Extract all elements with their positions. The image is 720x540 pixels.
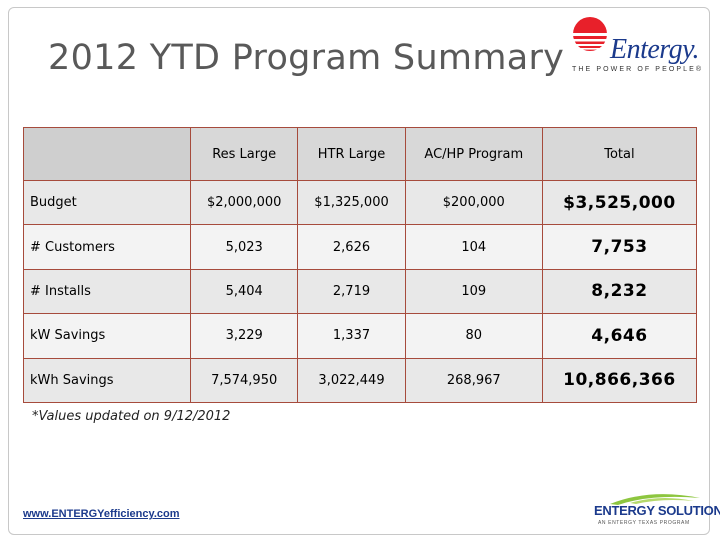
entergy-logo-name: Entergy. xyxy=(610,34,700,65)
cell-res-large: 5,404 xyxy=(189,268,299,315)
entergy-solutions-name: ENTERGY SOLUTIONS xyxy=(594,503,720,518)
cell-htr-large: 2,719 xyxy=(297,268,406,315)
cell-total: 10,866,366 xyxy=(541,357,698,404)
cell-ac-hp-program: 109 xyxy=(404,268,543,315)
entergy-solutions-tagline: AN ENTERGY TEXAS PROGRAM xyxy=(598,520,690,526)
cell-ac-hp-program: 104 xyxy=(404,224,543,270)
row-label: Budget xyxy=(23,179,191,226)
cell-ac-hp-program: 268,967 xyxy=(404,357,543,404)
cell-htr-large: $1,325,000 xyxy=(297,179,406,226)
row-label: # Installs xyxy=(23,268,191,315)
slide-title: 2012 YTD Program Summary xyxy=(48,38,565,78)
table-row: kWh Savings 7,574,950 3,022,449 268,967 … xyxy=(23,357,698,404)
table-row: kW Savings 3,229 1,337 80 4,646 xyxy=(23,313,698,359)
entergy-logo: Entergy. THE POWER OF PEOPLE® xyxy=(568,14,701,78)
row-label: # Customers xyxy=(23,224,191,270)
table-header-total: Total xyxy=(541,127,698,181)
table-header-htr-large: HTR Large xyxy=(297,127,406,181)
efficiency-website-link[interactable]: www.ENTERGYefficiency.com xyxy=(23,508,180,520)
row-label: kWh Savings xyxy=(23,357,191,404)
entergy-solutions-logo: ENTERGY SOLUTIONS AN ENTERGY TEXAS PROGR… xyxy=(590,492,720,530)
cell-total: $3,525,000 xyxy=(541,179,698,226)
cell-total: 7,753 xyxy=(541,224,698,270)
table-row: # Customers 5,023 2,626 104 7,753 xyxy=(23,224,698,270)
table-header-ac-hp-program: AC/HP Program xyxy=(404,127,543,181)
program-summary-table: Res Large HTR Large AC/HP Program Total … xyxy=(23,127,698,404)
cell-ac-hp-program: 80 xyxy=(404,313,543,359)
table-row: Budget $2,000,000 $1,325,000 $200,000 $3… xyxy=(23,179,698,226)
cell-htr-large: 3,022,449 xyxy=(297,357,406,404)
cell-htr-large: 2,626 xyxy=(297,224,406,270)
green-swoosh-icon xyxy=(610,494,700,505)
cell-res-large: 5,023 xyxy=(189,224,299,270)
cell-res-large: 7,574,950 xyxy=(189,357,299,404)
cell-ac-hp-program: $200,000 xyxy=(404,179,543,226)
cell-total: 4,646 xyxy=(541,313,698,359)
table-row: # Installs 5,404 2,719 109 8,232 xyxy=(23,268,698,315)
cell-total: 8,232 xyxy=(541,268,698,315)
entergy-logo-tagline: THE POWER OF PEOPLE® xyxy=(572,66,704,73)
cell-htr-large: 1,337 xyxy=(297,313,406,359)
update-note: *Values updated on 9/12/2012 xyxy=(32,409,231,424)
table-header-res-large: Res Large xyxy=(189,127,299,181)
table-header-corner xyxy=(23,127,191,181)
entergy-sun-icon xyxy=(570,17,610,58)
row-label: kW Savings xyxy=(23,313,191,359)
cell-res-large: $2,000,000 xyxy=(189,179,299,226)
cell-res-large: 3,229 xyxy=(189,313,299,359)
slide-frame xyxy=(8,7,710,535)
table-header-row: Res Large HTR Large AC/HP Program Total xyxy=(23,127,698,181)
